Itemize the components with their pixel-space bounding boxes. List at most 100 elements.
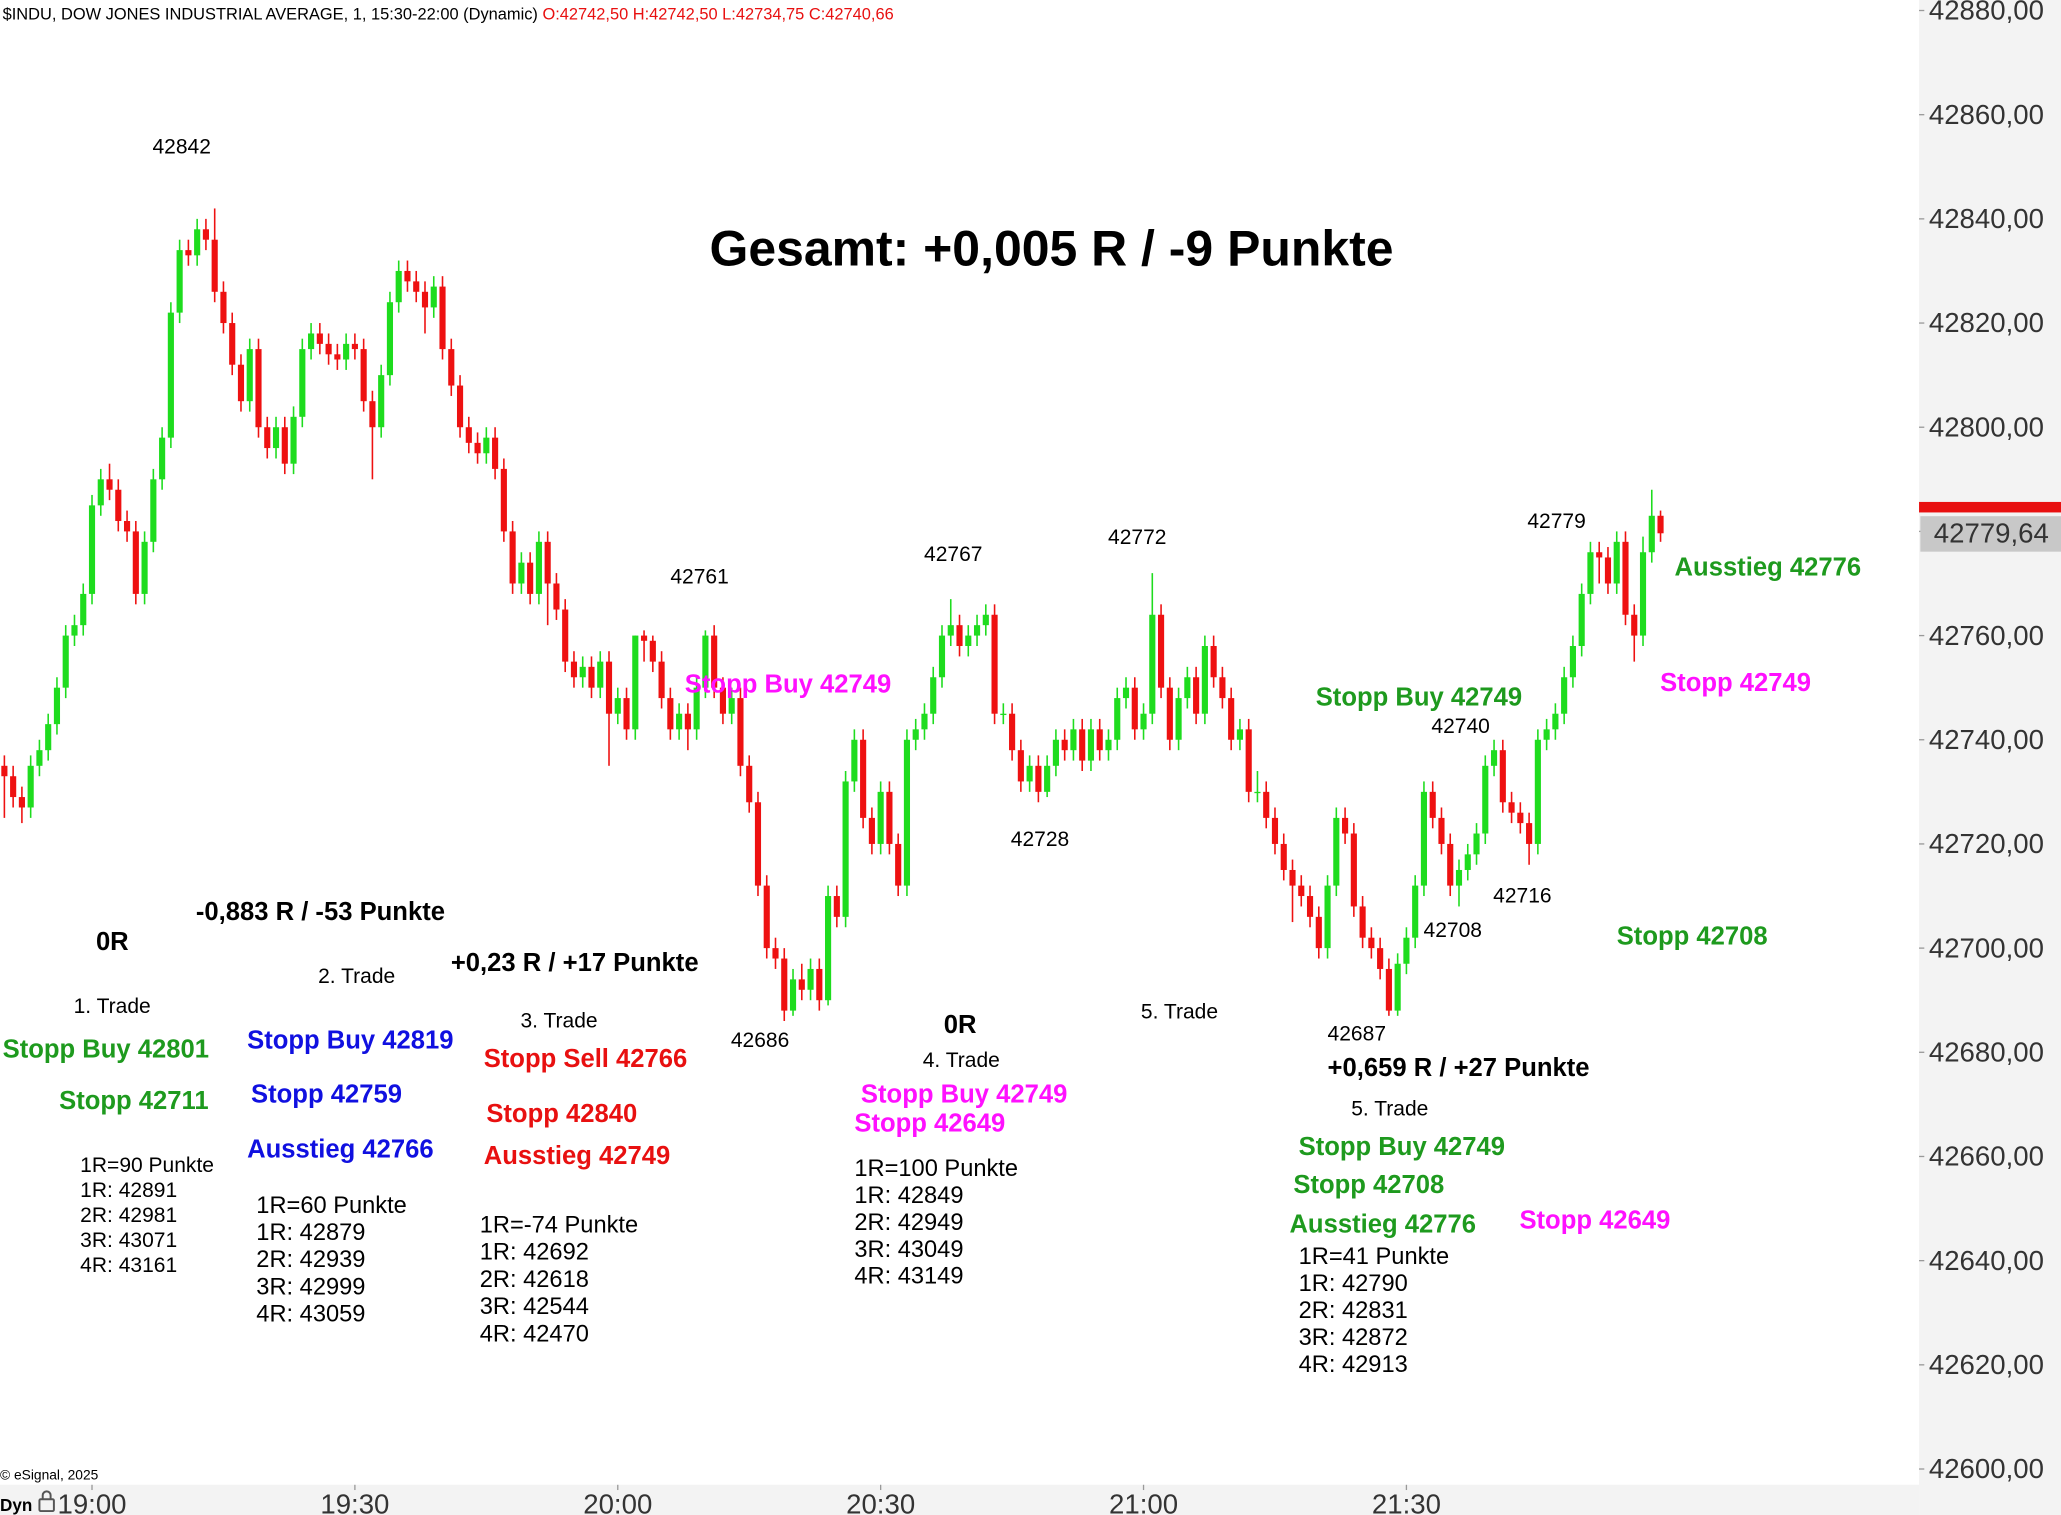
candle-body bbox=[833, 896, 840, 917]
candle bbox=[509, 520, 516, 594]
candle bbox=[71, 614, 78, 647]
y-tick-label: 42680,00 bbox=[1929, 1036, 2044, 1067]
candle-body bbox=[1026, 765, 1033, 782]
candle bbox=[553, 573, 560, 620]
x-tick-label: 19:00 bbox=[57, 1489, 126, 1515]
y-tick-label: 42860,00 bbox=[1929, 99, 2044, 130]
candle bbox=[1315, 906, 1322, 959]
candle bbox=[141, 531, 148, 605]
candle bbox=[1447, 833, 1454, 897]
candle-body bbox=[1061, 739, 1068, 751]
candle bbox=[562, 599, 569, 673]
candle-body bbox=[1604, 557, 1612, 584]
candle bbox=[202, 218, 209, 251]
candle bbox=[640, 630, 648, 662]
candle bbox=[159, 427, 166, 490]
candle bbox=[772, 937, 779, 969]
candle-body bbox=[430, 286, 437, 308]
candle-body bbox=[640, 635, 648, 641]
annotation: Ausstieg 42776 bbox=[1289, 1211, 1476, 1239]
candle-body bbox=[947, 625, 954, 636]
annotation: Ausstieg 42776 bbox=[1675, 554, 1862, 582]
candle-body bbox=[1149, 614, 1156, 714]
candle-body bbox=[1245, 729, 1252, 792]
candle-body bbox=[632, 635, 639, 730]
candle bbox=[421, 281, 429, 334]
candle-body bbox=[693, 687, 700, 730]
candle-body bbox=[395, 270, 402, 303]
candle-body bbox=[1359, 906, 1366, 938]
candle bbox=[1254, 771, 1261, 803]
candle-body bbox=[737, 698, 744, 766]
candle-body bbox=[62, 635, 69, 688]
last-price-label: 42779,64 bbox=[1934, 517, 2049, 548]
candle-body bbox=[1587, 552, 1594, 594]
candle-body bbox=[246, 349, 253, 402]
note-line: 1R=-74 Punkte bbox=[480, 1213, 638, 1239]
candle-body bbox=[492, 437, 499, 469]
candle bbox=[439, 276, 446, 360]
candle bbox=[912, 718, 919, 751]
candle bbox=[1412, 875, 1419, 949]
candle-body bbox=[1622, 541, 1629, 615]
candle-body bbox=[123, 520, 131, 532]
note-line: 3R: 43049 bbox=[854, 1237, 963, 1263]
note-line: 4R: 42913 bbox=[1299, 1352, 1408, 1378]
candle bbox=[579, 656, 586, 688]
candle bbox=[728, 687, 735, 725]
candle bbox=[290, 406, 297, 475]
candle-body bbox=[903, 739, 911, 886]
candle bbox=[360, 338, 367, 412]
candle-body bbox=[667, 698, 674, 730]
candle bbox=[1342, 807, 1349, 844]
candle-body bbox=[527, 562, 534, 594]
candle-body bbox=[807, 968, 814, 990]
candle bbox=[492, 427, 499, 480]
candle-body bbox=[483, 437, 490, 454]
last-price-box bbox=[1920, 516, 2061, 552]
candle bbox=[877, 781, 884, 855]
candle bbox=[1561, 666, 1568, 725]
header: $INDU, DOW JONES INDUSTRIAL AVERAGE, 1, … bbox=[3, 6, 894, 24]
y-tick-label: 42660,00 bbox=[1929, 1141, 2044, 1172]
annotation: Stopp Buy 42819 bbox=[247, 1027, 453, 1055]
annotation: 0R bbox=[96, 928, 129, 956]
candle-body bbox=[1306, 896, 1314, 917]
candle-body bbox=[1534, 739, 1541, 844]
candle bbox=[1508, 791, 1515, 824]
candle-body bbox=[973, 625, 981, 636]
candle bbox=[474, 432, 481, 464]
annotation: 42767 bbox=[924, 543, 982, 566]
annotation: Stopp 42649 bbox=[1519, 1207, 1670, 1235]
candle bbox=[167, 302, 174, 449]
note-line: 1R: 42849 bbox=[854, 1183, 963, 1209]
candle bbox=[1166, 677, 1173, 751]
candle-body bbox=[1079, 729, 1086, 761]
annotation: 42842 bbox=[152, 136, 210, 159]
annotation: Stopp Buy 42749 bbox=[685, 670, 891, 698]
plot-area bbox=[1, 208, 1664, 1022]
candle bbox=[1149, 573, 1156, 725]
candle-body bbox=[1184, 677, 1191, 699]
candle-body bbox=[229, 323, 236, 365]
candle bbox=[711, 625, 718, 699]
candle bbox=[1368, 927, 1375, 959]
candle-body bbox=[1596, 552, 1603, 558]
candle bbox=[1657, 510, 1664, 542]
note-line: 1R: 42692 bbox=[480, 1240, 589, 1266]
candle bbox=[500, 458, 507, 542]
candle-body bbox=[1122, 687, 1130, 699]
annotation: Ausstieg 42766 bbox=[247, 1136, 434, 1164]
candle-body bbox=[1324, 885, 1331, 949]
candle-body bbox=[290, 416, 297, 464]
annotation: Stopp 42649 bbox=[854, 1109, 1005, 1137]
candle-body bbox=[1342, 817, 1349, 834]
annotation: 42761 bbox=[670, 565, 728, 588]
candle-body bbox=[1315, 916, 1322, 949]
y-tick-label: 42700,00 bbox=[1929, 932, 2044, 963]
candle-body bbox=[1385, 968, 1392, 1011]
candle-body bbox=[772, 948, 779, 959]
candle bbox=[10, 765, 17, 808]
